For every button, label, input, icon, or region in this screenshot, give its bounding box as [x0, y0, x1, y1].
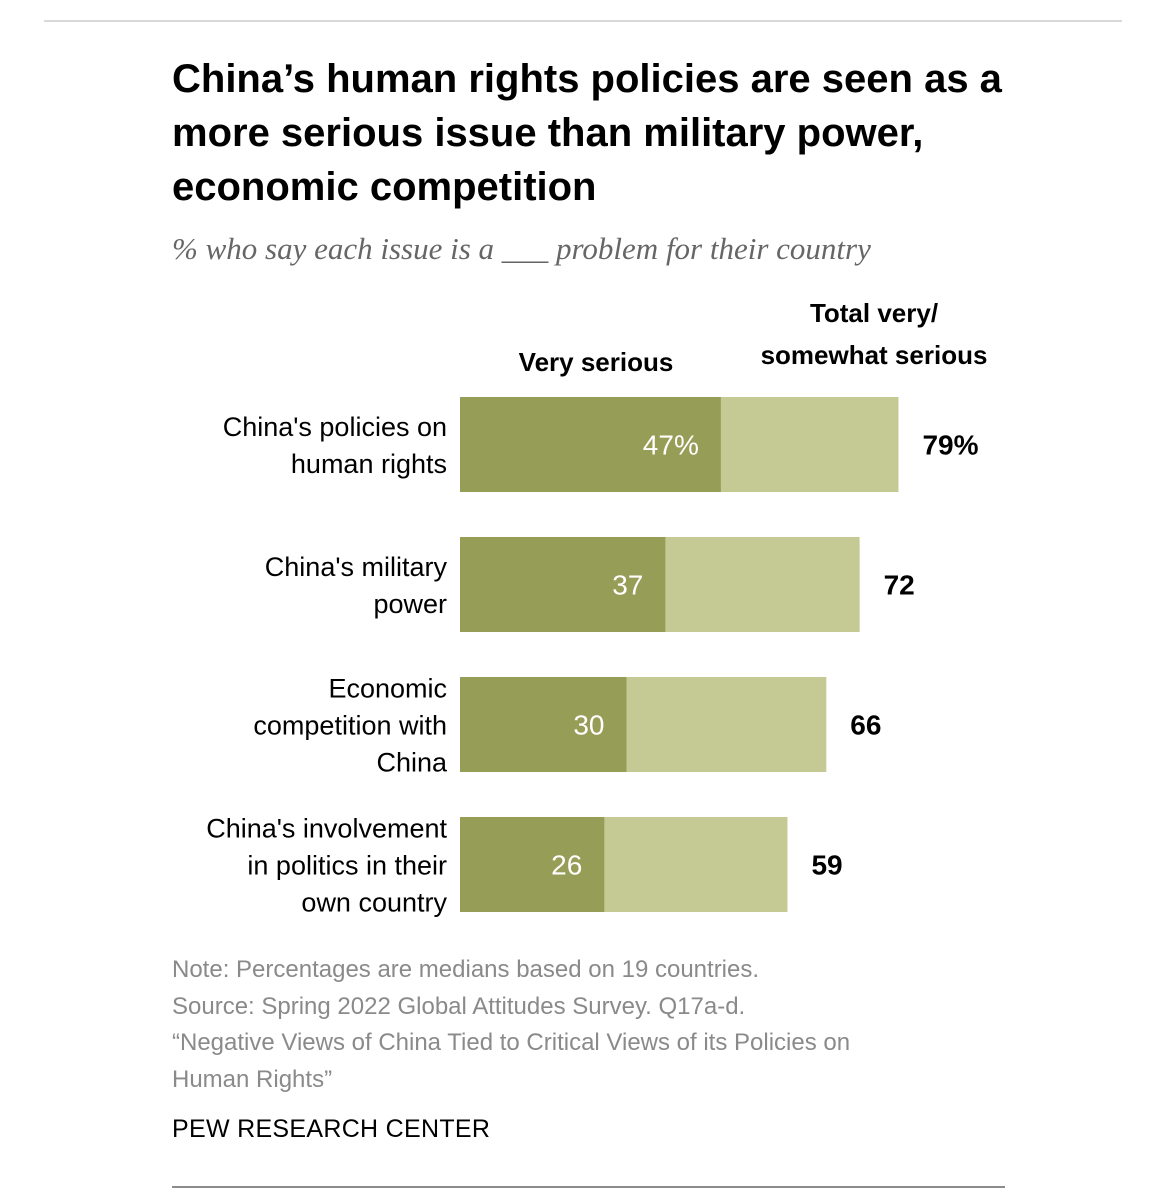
- chart-title: China’s human rights policies are seen a…: [172, 57, 1002, 209]
- category-label: China's involvement: [206, 814, 447, 844]
- source-line: Source: Spring 2022 Global Attitudes Sur…: [172, 992, 746, 1020]
- header-total: Total very/: [810, 298, 938, 328]
- data-label-total: 66: [850, 710, 881, 741]
- report-title-line: Human Rights”: [172, 1065, 333, 1093]
- bottom-divider: [172, 1186, 1005, 1188]
- chart-note: Note: Percentages are medians based on 1…: [172, 952, 992, 1098]
- note-line: Note: Percentages are medians based on 1…: [172, 956, 760, 983]
- category-label: power: [373, 589, 447, 619]
- bar-very-serious: [460, 677, 627, 772]
- bar-very-serious: [460, 817, 605, 912]
- category-label: China: [376, 748, 448, 778]
- category-label: in politics in their: [247, 851, 447, 881]
- chart-subtitle: % who say each issue is a ___ problem fo…: [172, 231, 871, 266]
- category-label: human rights: [291, 449, 447, 479]
- header-total: somewhat serious: [761, 340, 988, 370]
- data-label-very-serious: 30: [573, 710, 604, 741]
- data-label-total: 59: [811, 850, 842, 881]
- bar-chart: Very serious Total very/somewhat serious 4…: [206, 298, 988, 918]
- category-label: China's policies on: [223, 412, 447, 442]
- bar-very-serious: [460, 397, 721, 492]
- data-label-very-serious: 47%: [643, 430, 699, 461]
- category-label: own country: [301, 888, 447, 918]
- pew-research-center-logo: PEW RESEARCH CENTER: [172, 1115, 491, 1143]
- data-label-very-serious: 37: [612, 570, 643, 601]
- bar-very-serious: [460, 537, 666, 632]
- category-label: Economic: [328, 674, 447, 704]
- data-label-total: 72: [884, 570, 915, 601]
- category-label: China's military: [265, 552, 448, 582]
- top-divider: [44, 20, 1122, 22]
- header-very-serious: Very serious: [519, 347, 674, 377]
- data-label-total: 79%: [922, 430, 978, 461]
- data-label-very-serious: 26: [551, 850, 582, 881]
- report-title-line: “Negative Views of China Tied to Critica…: [172, 1029, 851, 1056]
- category-label: competition with: [253, 711, 447, 741]
